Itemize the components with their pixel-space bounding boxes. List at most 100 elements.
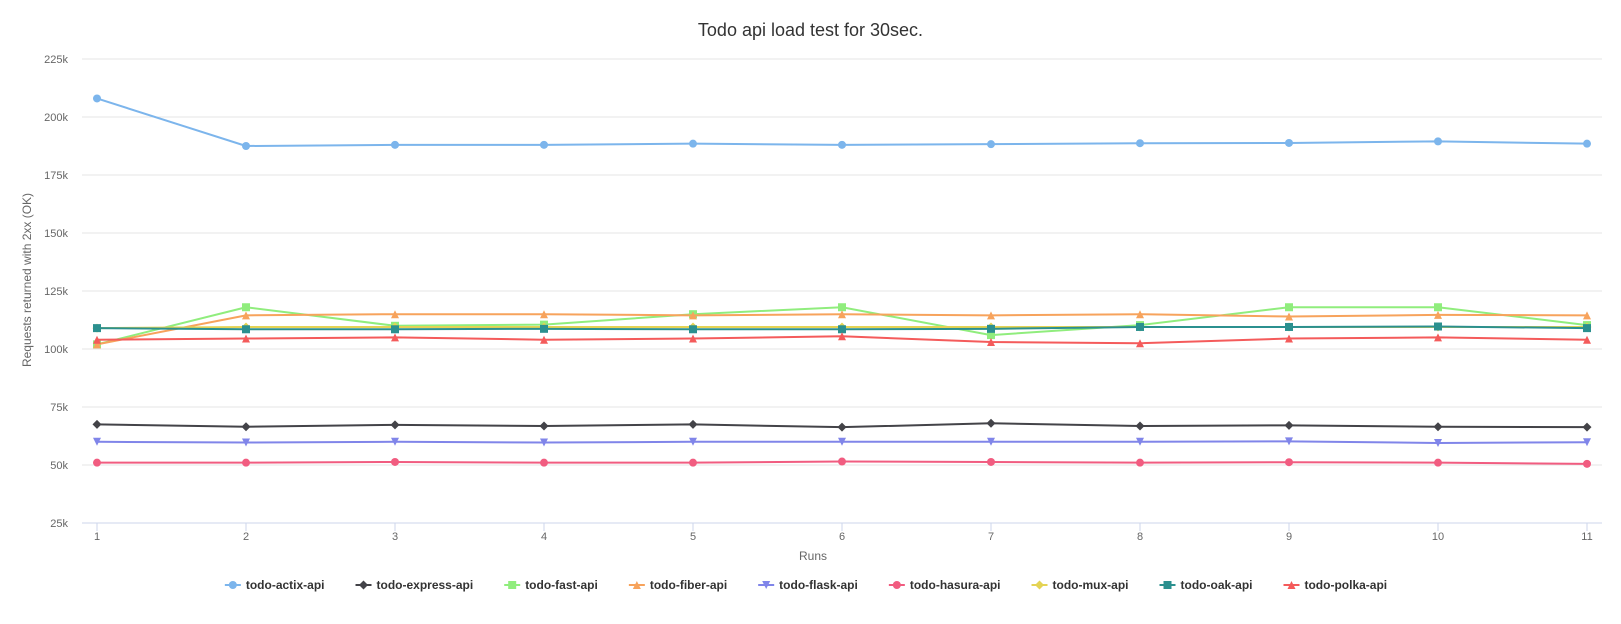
x-tick-label: 8 xyxy=(1137,531,1143,543)
data-point xyxy=(987,338,995,347)
y-tick-label: 125k xyxy=(44,286,68,298)
x-tick-label: 11 xyxy=(1581,531,1592,543)
data-point xyxy=(838,325,846,334)
series-todo-polka-api xyxy=(93,332,1591,348)
data-point xyxy=(838,310,846,319)
legend: todo-actix-api todo-express-api todo-fast-… xyxy=(224,578,1387,592)
x-tick-label: 4 xyxy=(541,531,547,543)
y-tick-label: 100k xyxy=(44,344,68,356)
data-point xyxy=(689,325,697,334)
data-point xyxy=(838,140,846,149)
data-point xyxy=(689,334,697,343)
data-point xyxy=(689,311,697,320)
data-point xyxy=(540,310,548,319)
data-point xyxy=(390,420,400,430)
legend-label: todo-oak-api xyxy=(1181,578,1253,592)
data-point xyxy=(1583,335,1591,344)
data-point xyxy=(93,437,101,446)
series-todo-oak-api xyxy=(93,322,1591,334)
data-point xyxy=(1135,421,1145,431)
data-point xyxy=(1583,459,1591,468)
data-point xyxy=(1285,437,1293,446)
data-point xyxy=(987,324,995,333)
data-point xyxy=(242,438,250,447)
legend-marker xyxy=(1163,581,1172,589)
legend-item-todo-mux-api: todo-mux-api xyxy=(1031,578,1129,592)
data-point xyxy=(1434,137,1442,146)
data-point xyxy=(242,311,250,320)
data-point xyxy=(1434,310,1442,319)
data-point xyxy=(1136,458,1144,467)
data-point xyxy=(539,421,549,431)
y-tick-label: 225k xyxy=(44,54,68,66)
data-point xyxy=(1434,438,1442,447)
legend-label: todo-actix-api xyxy=(246,578,325,592)
data-point xyxy=(540,140,548,149)
data-point xyxy=(1285,458,1293,467)
data-point xyxy=(987,437,995,446)
data-point xyxy=(689,139,697,148)
data-point xyxy=(1434,333,1442,342)
data-point xyxy=(1583,438,1591,447)
legend-item-todo-hasura-api: todo-hasura-api xyxy=(888,578,1001,592)
data-point xyxy=(1285,138,1293,147)
data-point xyxy=(838,437,846,446)
legend-marker xyxy=(762,581,771,589)
data-point xyxy=(689,437,697,446)
y-axis-title: Requests returned with 2xx (OK) xyxy=(20,193,34,367)
legend-marker xyxy=(632,581,641,589)
series-todo-fiber-api xyxy=(93,310,1591,349)
data-point xyxy=(838,303,846,312)
data-point xyxy=(241,422,251,432)
data-point xyxy=(1434,322,1442,331)
data-point xyxy=(93,340,101,349)
data-point xyxy=(1433,422,1443,432)
legend-item-todo-flask-api: todo-flask-api xyxy=(758,578,858,592)
data-point xyxy=(837,422,847,432)
x-tick-label: 9 xyxy=(1286,531,1292,543)
y-tick-label: 25k xyxy=(50,518,68,530)
data-point xyxy=(986,418,996,428)
data-point xyxy=(242,303,250,312)
y-tick-label: 150k xyxy=(44,228,68,240)
legend-label: todo-flask-api xyxy=(779,578,858,592)
data-point xyxy=(1285,334,1293,343)
data-point xyxy=(688,419,698,429)
data-point xyxy=(1434,458,1442,467)
x-tick-label: 10 xyxy=(1432,531,1444,543)
x-tick-label: 6 xyxy=(839,531,845,543)
grid xyxy=(82,58,1602,524)
legend-label: todo-hasura-api xyxy=(910,578,1001,592)
data-point xyxy=(92,419,102,429)
data-point xyxy=(1285,322,1293,331)
data-point xyxy=(93,94,101,103)
series-layer xyxy=(92,94,1592,468)
legend-label: todo-polka-api xyxy=(1304,578,1387,592)
legend-marker xyxy=(508,581,517,589)
data-point xyxy=(391,457,399,466)
legend-label: todo-fast-api xyxy=(525,578,598,592)
data-point xyxy=(987,140,995,149)
legend-label: todo-express-api xyxy=(377,578,474,592)
data-point xyxy=(1583,139,1591,148)
x-tick-label: 2 xyxy=(243,531,249,543)
legend-marker xyxy=(359,580,369,590)
data-point xyxy=(391,437,399,446)
legend-item-todo-polka-api: todo-polka-api xyxy=(1283,578,1387,592)
data-point xyxy=(987,331,995,340)
data-point xyxy=(1285,303,1293,312)
data-point xyxy=(242,142,250,150)
legend-item-todo-express-api: todo-express-api xyxy=(355,578,474,592)
data-point xyxy=(540,335,548,344)
y-tick-label: 75k xyxy=(50,402,68,414)
data-point xyxy=(1582,422,1592,432)
legend-item-todo-oak-api: todo-oak-api xyxy=(1159,578,1253,592)
series-line xyxy=(96,97,1588,147)
data-point xyxy=(540,458,548,467)
x-axis-title: Runs xyxy=(799,549,827,563)
data-point xyxy=(838,332,846,341)
data-point xyxy=(987,457,995,466)
data-point xyxy=(93,335,101,344)
legend-label: todo-fiber-api xyxy=(650,578,727,592)
